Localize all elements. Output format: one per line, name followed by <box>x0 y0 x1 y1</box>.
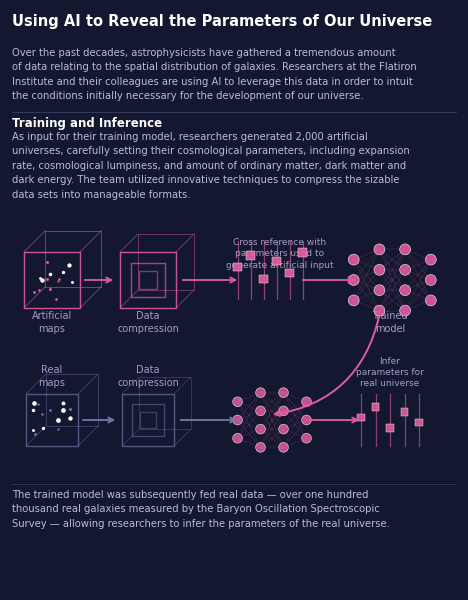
Bar <box>285 269 294 277</box>
Circle shape <box>302 397 311 407</box>
Circle shape <box>233 433 242 443</box>
Circle shape <box>348 254 359 265</box>
Circle shape <box>256 443 265 452</box>
Bar <box>246 251 255 260</box>
Bar <box>401 409 408 416</box>
Circle shape <box>256 388 265 397</box>
Text: Trained
model: Trained model <box>372 311 408 334</box>
Bar <box>233 263 242 271</box>
Circle shape <box>233 397 242 407</box>
Circle shape <box>374 265 385 275</box>
Circle shape <box>256 424 265 434</box>
Circle shape <box>302 415 311 425</box>
Circle shape <box>374 305 385 316</box>
Text: The trained model was subsequently fed real data — over one hundred
thousand rea: The trained model was subsequently fed r… <box>12 490 390 529</box>
Circle shape <box>256 406 265 416</box>
Text: Data
compression: Data compression <box>117 311 179 334</box>
Circle shape <box>348 275 359 286</box>
Circle shape <box>425 275 436 286</box>
Text: Artificial
maps: Artificial maps <box>32 311 72 334</box>
Text: Training and Inference: Training and Inference <box>12 117 162 130</box>
Circle shape <box>302 433 311 443</box>
Bar <box>372 403 379 411</box>
Bar <box>272 257 281 265</box>
Bar <box>357 413 365 421</box>
Circle shape <box>348 295 359 306</box>
Circle shape <box>278 406 288 416</box>
Circle shape <box>425 295 436 306</box>
Circle shape <box>400 285 410 296</box>
Bar <box>259 275 268 283</box>
Bar <box>386 424 394 431</box>
Circle shape <box>425 254 436 265</box>
Text: As input for their training model, researchers generated 2,000 artificial
univer: As input for their training model, resea… <box>12 132 410 200</box>
Circle shape <box>400 244 410 255</box>
Circle shape <box>233 415 242 425</box>
Circle shape <box>374 285 385 296</box>
Bar <box>415 419 423 427</box>
Text: Data
compression: Data compression <box>117 365 179 388</box>
Circle shape <box>278 424 288 434</box>
Text: Infer
parameters for
real universe: Infer parameters for real universe <box>356 356 424 388</box>
Circle shape <box>374 244 385 255</box>
Text: Cross reference with
parameters used to
generate artificial input: Cross reference with parameters used to … <box>226 238 334 270</box>
Circle shape <box>400 265 410 275</box>
Circle shape <box>400 305 410 316</box>
Circle shape <box>278 388 288 397</box>
Text: Using AI to Reveal the Parameters of Our Universe: Using AI to Reveal the Parameters of Our… <box>12 14 432 29</box>
Text: Over the past decades, astrophysicists have gathered a tremendous amount
of data: Over the past decades, astrophysicists h… <box>12 48 417 101</box>
Bar <box>298 248 307 257</box>
Text: Real
maps: Real maps <box>38 365 66 388</box>
Circle shape <box>278 443 288 452</box>
